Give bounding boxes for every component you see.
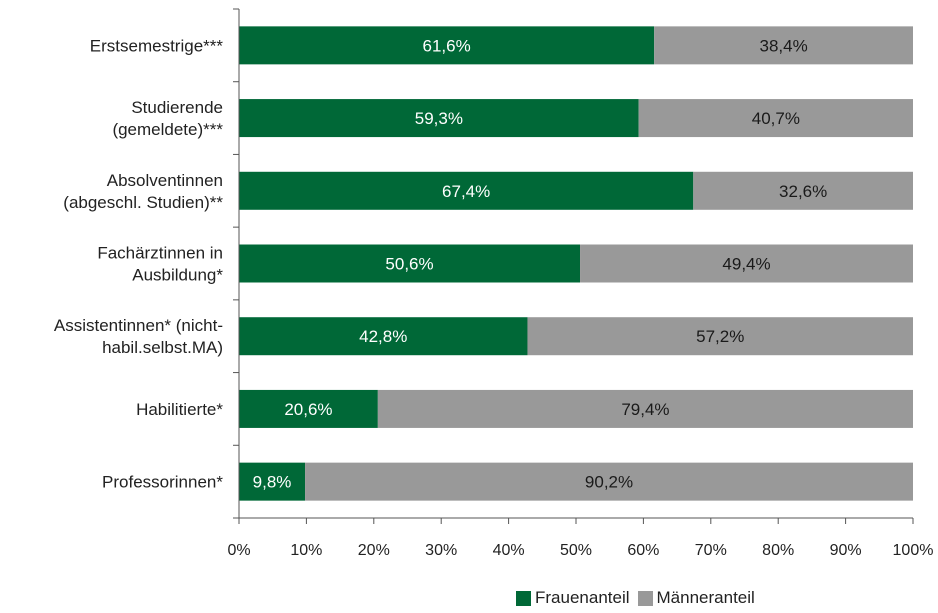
category-label-4-0: Assistentinnen* (nicht- bbox=[54, 316, 223, 335]
bar-maenner-4 bbox=[527, 317, 913, 356]
data-label-maenner-6: 90,2% bbox=[585, 473, 633, 492]
bar-frauen-0 bbox=[239, 26, 655, 65]
category-label-2-0: Absolventinnen bbox=[107, 171, 223, 190]
bar-maenner-1 bbox=[638, 99, 913, 138]
x-tick-label-3: 30% bbox=[425, 542, 457, 559]
data-label-maenner-2: 32,6% bbox=[779, 182, 827, 201]
category-label-5-0: Habilitierte* bbox=[136, 400, 223, 419]
x-tick-label-9: 90% bbox=[830, 542, 862, 559]
x-tick-label-6: 60% bbox=[627, 542, 659, 559]
legend-swatch-maenneranteil bbox=[637, 590, 653, 606]
x-tick-label-7: 70% bbox=[695, 542, 727, 559]
x-tick-label-4: 40% bbox=[493, 542, 525, 559]
category-label-0-0: Erstsemestrige*** bbox=[90, 36, 224, 55]
bar-frauen-2 bbox=[239, 171, 694, 210]
legend: Frauenanteil Männeranteil bbox=[516, 588, 763, 608]
data-label-frauen-1: 59,3% bbox=[415, 109, 463, 128]
bar-maenner-5 bbox=[377, 389, 913, 428]
x-tick-label-10: 100% bbox=[893, 542, 934, 559]
bar-frauen-3 bbox=[239, 244, 581, 283]
data-label-maenner-5: 79,4% bbox=[621, 400, 669, 419]
x-tick-label-2: 20% bbox=[358, 542, 390, 559]
data-label-frauen-0: 61,6% bbox=[422, 36, 470, 55]
legend-label-frauenanteil: Frauenanteil bbox=[535, 588, 630, 607]
stacked-bar-chart: 61,6% 38,4% Erstsemestrige*** 59,3% 40,7% Stu… bbox=[54, 8, 934, 559]
category-label-6-0: Professorinnen* bbox=[102, 473, 223, 492]
legend-item-frauenanteil: Frauenanteil bbox=[516, 588, 630, 608]
data-label-maenner-4: 57,2% bbox=[696, 327, 744, 346]
x-tick-label-0: 0% bbox=[227, 542, 250, 559]
legend-label-maenneranteil: Männeranteil bbox=[656, 588, 755, 607]
data-label-maenner-0: 38,4% bbox=[759, 36, 807, 55]
bar-frauen-5 bbox=[239, 389, 378, 428]
category-label-4-1: habil.selbst.MA) bbox=[102, 338, 223, 357]
legend-swatch-frauenanteil bbox=[516, 590, 531, 606]
category-label-1-0: Studierende bbox=[131, 98, 223, 117]
bar-maenner-0 bbox=[654, 26, 913, 65]
data-label-frauen-6: 9,8% bbox=[253, 473, 292, 492]
data-label-frauen-2: 67,4% bbox=[442, 182, 490, 201]
bar-frauen-4 bbox=[239, 317, 528, 356]
bar-maenner-3 bbox=[580, 244, 913, 283]
x-tick-label-1: 10% bbox=[290, 542, 322, 559]
category-label-1-1: (gemeldete)*** bbox=[112, 120, 223, 139]
x-tick-label-5: 50% bbox=[560, 542, 592, 559]
bar-maenner-6 bbox=[305, 462, 913, 501]
bar-frauen-6 bbox=[239, 462, 306, 501]
category-label-3-1: Ausbildung* bbox=[132, 266, 223, 285]
category-label-3-0: Fachärztinnen in bbox=[97, 244, 223, 263]
x-tick-label-8: 80% bbox=[762, 542, 794, 559]
bar-frauen-1 bbox=[239, 99, 639, 138]
data-label-frauen-5: 20,6% bbox=[284, 400, 332, 419]
data-label-maenner-3: 49,4% bbox=[722, 255, 770, 274]
category-label-2-1: (abgeschl. Studien)** bbox=[63, 193, 223, 212]
data-label-maenner-1: 40,7% bbox=[752, 109, 800, 128]
data-label-frauen-3: 50,6% bbox=[385, 255, 433, 274]
bar-maenner-2 bbox=[693, 171, 913, 210]
data-label-frauen-4: 42,8% bbox=[359, 327, 407, 346]
legend-item-maenneranteil: Männeranteil bbox=[637, 588, 755, 608]
